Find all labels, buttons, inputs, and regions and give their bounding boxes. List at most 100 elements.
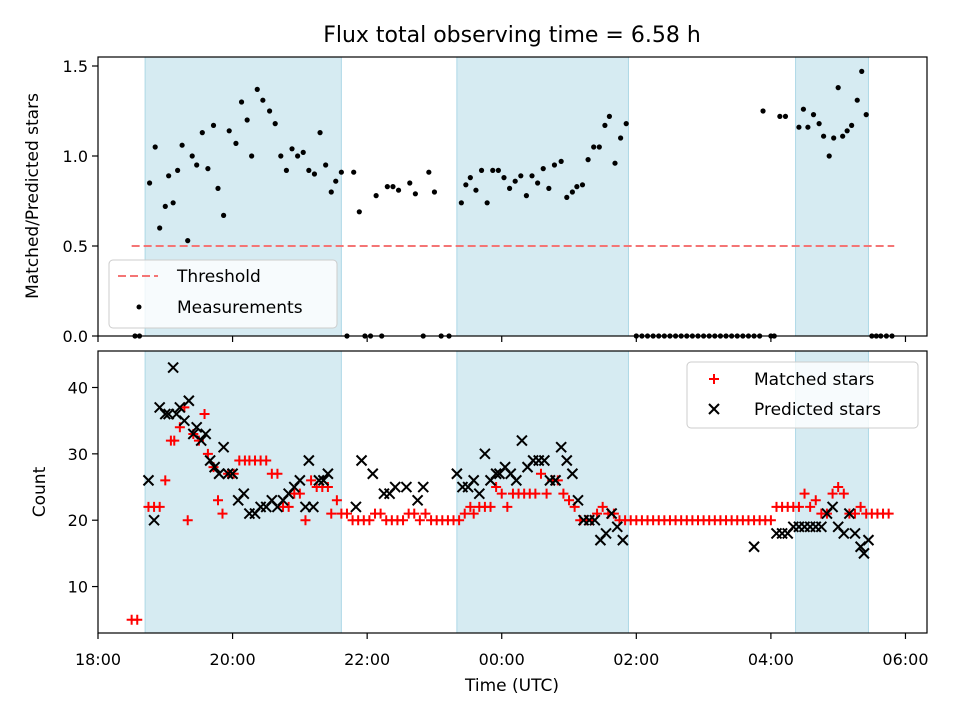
predicted-star-point (195, 434, 207, 447)
predicted-star-point (611, 521, 623, 533)
measurement-point (300, 149, 306, 155)
measurement-point (495, 167, 501, 173)
measurement-point (199, 130, 205, 136)
measurement-point (210, 122, 217, 128)
matched-star-point (331, 495, 342, 506)
matched-star-point (300, 515, 311, 526)
bottom-y-axis-label: Count (30, 466, 50, 517)
x-tick-label: 02:00 (613, 650, 659, 669)
matched-star-point (465, 501, 476, 512)
matched-star-point (827, 488, 838, 499)
predicted-star-point (389, 481, 401, 493)
matched-stars-points (126, 402, 894, 625)
matched-star-point (530, 488, 541, 499)
measurement-point (606, 113, 612, 119)
measurement-point (849, 122, 855, 128)
bottom-axes-frame (97, 350, 928, 634)
predicted-star-point (862, 534, 875, 546)
matched-star-point (883, 508, 894, 519)
matched-star-point (850, 508, 861, 519)
predicted-stars-points (142, 361, 875, 560)
matched-star-point (541, 488, 552, 499)
measurement-point (760, 108, 766, 114)
legend-predicted-label: Predicted stars (754, 400, 881, 420)
y-tick-label: 1.5 (63, 57, 88, 76)
chart-title: Flux total observing time = 6.58 h (323, 23, 701, 48)
matched-star-point (132, 614, 143, 625)
measurement-point (800, 106, 807, 112)
predicted-star-point (617, 534, 629, 546)
measurement-point (338, 169, 344, 175)
measurement-point (323, 162, 329, 168)
measurement-point (501, 175, 507, 181)
legend-predicted-swatch (708, 403, 720, 415)
measurement-point (777, 113, 783, 119)
predicted-star-point (538, 454, 551, 467)
y-tick-label: 10 (68, 578, 88, 597)
measurement-point (473, 187, 479, 193)
measurement-point (272, 121, 278, 127)
predicted-star-point (572, 494, 584, 507)
matched-star-point (459, 508, 470, 519)
measurement-point (602, 122, 608, 128)
observing-interval (456, 56, 629, 337)
legend-matched-label: Matched stars (754, 370, 874, 390)
x-tick-label: 20:00 (210, 650, 256, 669)
legend-matched-swatch (709, 374, 719, 384)
x-tick-label: 06:00 (882, 650, 928, 669)
predicted-star-point (843, 507, 856, 520)
predicted-star-point (838, 527, 850, 540)
legend-threshold-label: Threshold (176, 267, 261, 287)
matched-star-point (182, 515, 193, 526)
predicted-star-point (473, 487, 486, 500)
bottom-panel: 10 20 30 40 18:00 20:00 22:00 00:00 02:00 04:00 0… (30, 350, 929, 696)
predicted-star-point (516, 434, 528, 447)
predicted-star-point (815, 521, 828, 533)
matched-star-point (491, 482, 502, 493)
bottom-x-ticks: 18:00 20:00 22:00 00:00 02:00 04:00 06:00 (75, 633, 929, 669)
measurement-point (412, 191, 418, 197)
measurement-point (820, 133, 827, 139)
measurement-point (835, 85, 841, 91)
measurement-point (189, 153, 195, 159)
predicted-star-point (222, 468, 234, 480)
matched-star-point (496, 488, 507, 499)
measurement-point (484, 200, 490, 206)
matched-star-point (217, 508, 228, 519)
measurement-point (816, 121, 822, 127)
measurement-point (179, 142, 185, 148)
top-y-axis-label: Matched/Predicted stars (23, 93, 43, 299)
matched-star-point (855, 501, 866, 512)
measurement-point (152, 144, 158, 150)
x-tick-label: 22:00 (344, 650, 390, 669)
measurement-point (529, 173, 535, 179)
predicted-star-point (467, 474, 480, 487)
matched-star-point (799, 488, 810, 499)
predicted-star-point (355, 454, 368, 467)
predicted-star-point (479, 448, 491, 460)
measurement-point (796, 124, 802, 130)
predicted-star-point (208, 461, 221, 473)
observing-interval (456, 350, 629, 634)
measurement-point (831, 135, 837, 141)
measurement-point (478, 167, 485, 173)
predicted-star-point (600, 527, 612, 540)
measurement-point (221, 212, 227, 218)
y-tick-label: 0.0 (63, 327, 88, 346)
matched-star-point (294, 488, 305, 499)
predicted-star-point (849, 527, 861, 540)
x-tick-label: 18:00 (75, 650, 121, 669)
matched-star-point (564, 495, 575, 506)
legend-measurements-label: Measurements (177, 298, 303, 318)
measurement-point (431, 189, 438, 195)
measurement-point (854, 97, 860, 103)
predicted-star-point (555, 441, 567, 453)
matched-star-point (341, 508, 352, 519)
predicted-star-point (178, 414, 191, 427)
measurement-point (260, 97, 266, 103)
predicted-star-point (589, 514, 601, 526)
measurement-point (306, 167, 312, 173)
matched-star-point (306, 475, 317, 486)
predicted-star-point (204, 454, 216, 467)
matched-star-point (502, 501, 513, 512)
